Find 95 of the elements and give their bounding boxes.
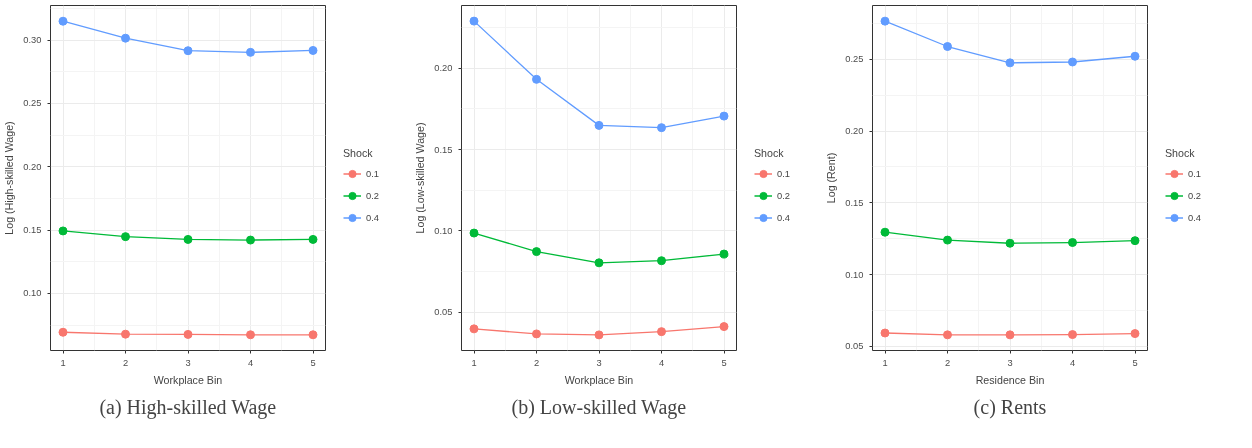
x-axis-title: Residence Bin (975, 373, 1045, 386)
x-tick-label: 3 (185, 357, 191, 368)
point (1068, 57, 1077, 67)
legend-label: 0.2 (777, 190, 791, 200)
point (532, 329, 541, 339)
point (121, 329, 130, 339)
point (532, 247, 541, 257)
point (657, 327, 666, 337)
point (469, 324, 479, 334)
point (1005, 238, 1015, 248)
y-tick-label: 0.15 (23, 225, 42, 236)
text: (a) High-skilled Wage (99, 395, 277, 419)
point (183, 329, 193, 339)
legend-title: Shock (754, 146, 785, 158)
text: (c) Rents (973, 395, 1047, 419)
text: (b) Low-skilled Wage (511, 395, 687, 419)
point (719, 322, 729, 332)
legend-label: 0.4 (366, 212, 380, 222)
point (121, 33, 130, 43)
point (943, 235, 952, 245)
x-tick-label: 4 (247, 357, 254, 368)
point (308, 234, 318, 244)
point (183, 234, 193, 244)
point (719, 111, 729, 121)
point (657, 123, 666, 133)
point (594, 330, 604, 340)
x-tick-label: 4 (1069, 357, 1076, 368)
x-tick-label: 3 (596, 357, 602, 368)
y-tick-label: 0.10 (845, 269, 864, 280)
point (594, 120, 604, 130)
point (58, 327, 68, 337)
point (469, 228, 479, 238)
point (1005, 58, 1015, 68)
legend-title: Shock (1165, 146, 1196, 158)
point (1130, 236, 1140, 246)
y-tick-label: 0.30 (23, 35, 42, 46)
y-tick-label: 0.20 (434, 63, 453, 74)
x-tick-label: 5 (310, 357, 316, 368)
y-axis-title: Log (Rent) (825, 152, 838, 204)
y-tick-label: 0.05 (845, 341, 864, 352)
x-axis-title: Workplace Bin (564, 373, 634, 386)
point (58, 226, 68, 236)
point (308, 45, 318, 55)
x-tick-label: 2 (533, 357, 540, 368)
y-tick-label: 0.15 (845, 197, 864, 208)
x-tick-label: 1 (882, 357, 888, 368)
point (594, 258, 604, 268)
legend-label: 0.4 (777, 212, 791, 222)
point (880, 227, 890, 237)
legend-label: 0.1 (366, 168, 380, 178)
legend-label: 0.1 (1188, 168, 1202, 178)
legend-title: Shock (343, 146, 374, 158)
point (719, 249, 729, 259)
point (943, 42, 952, 51)
x-tick-label: 4 (658, 357, 665, 368)
point (246, 235, 255, 245)
x-tick-label: 3 (1007, 357, 1013, 368)
point (246, 330, 255, 340)
point (943, 330, 952, 340)
point (308, 330, 318, 340)
y-axis-title: Log (Low-skilled Wage) (414, 122, 427, 234)
y-tick-label: 0.25 (845, 54, 864, 65)
point (1130, 329, 1140, 339)
y-tick-label: 0.25 (23, 98, 42, 109)
x-tick-label: 5 (721, 357, 727, 368)
point (657, 256, 666, 266)
x-tick-label: 2 (944, 357, 951, 368)
x-axis-title: Workplace Bin (153, 373, 223, 386)
point (532, 74, 541, 84)
legend-label: 0.2 (1188, 190, 1202, 200)
y-tick-label: 0.20 (845, 126, 864, 137)
legend-label: 0.2 (366, 190, 380, 200)
x-tick-label: 5 (1132, 357, 1138, 368)
point (469, 16, 479, 26)
point (1068, 330, 1077, 340)
point (880, 328, 890, 338)
legend-label: 0.4 (1188, 212, 1202, 222)
x-tick-label: 2 (122, 357, 129, 368)
point (1005, 330, 1015, 340)
point (880, 16, 890, 26)
point (121, 232, 130, 242)
y-tick-label: 0.10 (23, 288, 42, 299)
point (183, 46, 193, 56)
point (1130, 51, 1140, 61)
point (58, 16, 68, 26)
point (246, 47, 255, 57)
legend-label: 0.1 (777, 168, 791, 178)
y-tick-label: 0.05 (434, 307, 453, 318)
y-tick-label: 0.10 (434, 225, 453, 236)
point (1068, 238, 1077, 248)
y-tick-label: 0.20 (23, 161, 42, 172)
y-tick-label: 0.15 (434, 144, 453, 155)
x-tick-label: 1 (60, 357, 66, 368)
x-tick-label: 1 (471, 357, 477, 368)
y-axis-title: Log (High-skilled Wage) (3, 121, 16, 235)
